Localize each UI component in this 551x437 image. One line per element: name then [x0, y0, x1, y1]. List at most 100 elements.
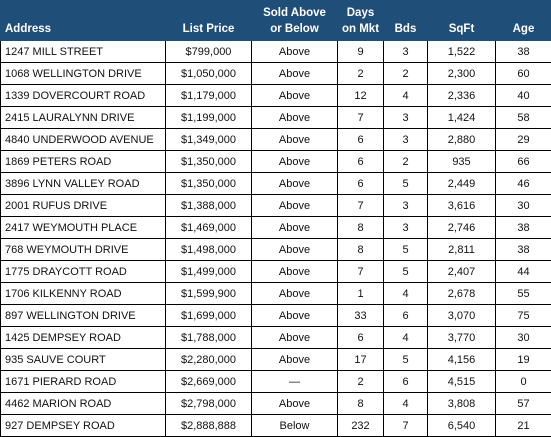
cell-address: 1706 KILKENNY ROAD: [1, 283, 166, 305]
header-age[interactable]: Age: [496, 1, 551, 41]
cell-square-feet: 2,678: [428, 283, 496, 305]
cell-square-feet: 1,424: [428, 107, 496, 129]
cell-list-price: $1,179,000: [166, 85, 252, 107]
cell-address: 4462 MARION ROAD: [1, 393, 166, 415]
cell-address: 2001 RUFUS DRIVE: [1, 195, 166, 217]
cell-days-on-market: 8: [338, 393, 384, 415]
cell-age: 55: [496, 283, 551, 305]
cell-days-on-market: 8: [338, 217, 384, 239]
cell-list-price: $1,350,000: [166, 173, 252, 195]
cell-bedrooms: 2: [384, 63, 428, 85]
cell-days-on-market: 7: [338, 107, 384, 129]
cell-square-feet: 2,407: [428, 261, 496, 283]
cell-address: 1869 PETERS ROAD: [1, 151, 166, 173]
cell-address: 768 WEYMOUTH DRIVE: [1, 239, 166, 261]
cell-sold-above-or-below: Above: [252, 349, 338, 371]
cell-list-price: $1,499,000: [166, 261, 252, 283]
cell-square-feet: 2,449: [428, 173, 496, 195]
cell-sold-above-or-below: Above: [252, 261, 338, 283]
cell-age: 60: [496, 63, 551, 85]
cell-bedrooms: 3: [384, 129, 428, 151]
header-bedrooms[interactable]: Bds: [384, 1, 428, 41]
cell-age: 0: [496, 371, 551, 393]
cell-address: 1775 DRAYCOTT ROAD: [1, 261, 166, 283]
cell-age: 75: [496, 305, 551, 327]
cell-bedrooms: 7: [384, 415, 428, 437]
header-days-line1: Days: [347, 7, 375, 19]
cell-square-feet: 2,811: [428, 239, 496, 261]
cell-sold-above-or-below: Below: [252, 415, 338, 437]
cell-sold-above-or-below: Above: [252, 129, 338, 151]
cell-address: 1247 MILL STREET: [1, 41, 166, 63]
cell-age: 38: [496, 41, 551, 63]
cell-list-price: $2,798,000: [166, 393, 252, 415]
cell-address: 1068 WELLINGTON DRIVE: [1, 63, 166, 85]
cell-days-on-market: 2: [338, 63, 384, 85]
cell-list-price: $1,788,000: [166, 327, 252, 349]
cell-sold-above-or-below: Above: [252, 239, 338, 261]
cell-age: 29: [496, 129, 551, 151]
header-list-price[interactable]: List Price: [166, 1, 252, 41]
cell-square-feet: 935: [428, 151, 496, 173]
cell-list-price: $1,199,000: [166, 107, 252, 129]
cell-sold-above-or-below: Above: [252, 195, 338, 217]
cell-square-feet: 4,156: [428, 349, 496, 371]
cell-sold-above-or-below: Above: [252, 41, 338, 63]
cell-days-on-market: 6: [338, 327, 384, 349]
cell-sold-above-or-below: Above: [252, 151, 338, 173]
cell-days-on-market: 6: [338, 151, 384, 173]
cell-list-price: $1,350,000: [166, 151, 252, 173]
cell-days-on-market: 12: [338, 85, 384, 107]
cell-list-price: $2,888,888: [166, 415, 252, 437]
cell-age: 38: [496, 239, 551, 261]
header-row: Address List Price Sold Above or Below Da…: [1, 1, 551, 41]
header-days-line2: on Mkt: [342, 23, 379, 35]
cell-sold-above-or-below: Above: [252, 327, 338, 349]
cell-square-feet: 3,070: [428, 305, 496, 327]
header-days-on-market[interactable]: Days on Mkt: [338, 1, 384, 41]
cell-age: 40: [496, 85, 551, 107]
cell-age: 19: [496, 349, 551, 371]
cell-sold-above-or-below: Above: [252, 63, 338, 85]
cell-square-feet: 1,522: [428, 41, 496, 63]
cell-age: 57: [496, 393, 551, 415]
cell-list-price: $2,669,000: [166, 371, 252, 393]
header-address[interactable]: Address: [1, 1, 166, 41]
header-sold-line1: Sold Above: [263, 7, 326, 19]
cell-address: 2415 LAURALYNN DRIVE: [1, 107, 166, 129]
cell-list-price: $1,599,900: [166, 283, 252, 305]
cell-sold-above-or-below: —: [252, 371, 338, 393]
cell-days-on-market: 7: [338, 261, 384, 283]
header-sold-above-or-below[interactable]: Sold Above or Below: [252, 1, 338, 41]
cell-bedrooms: 5: [384, 349, 428, 371]
cell-bedrooms: 6: [384, 371, 428, 393]
cell-bedrooms: 4: [384, 327, 428, 349]
cell-list-price: $1,498,000: [166, 239, 252, 261]
cell-days-on-market: 8: [338, 239, 384, 261]
cell-square-feet: 2,746: [428, 217, 496, 239]
header-square-feet[interactable]: SqFt: [428, 1, 496, 41]
cell-address: 1671 PIERARD ROAD: [1, 371, 166, 393]
cell-address: 935 SAUVE COURT: [1, 349, 166, 371]
header-sold-line2: or Below: [270, 23, 319, 35]
cell-address: 927 DEMPSEY ROAD: [1, 415, 166, 437]
cell-sold-above-or-below: Above: [252, 85, 338, 107]
cell-bedrooms: 3: [384, 195, 428, 217]
cell-square-feet: 4,515: [428, 371, 496, 393]
